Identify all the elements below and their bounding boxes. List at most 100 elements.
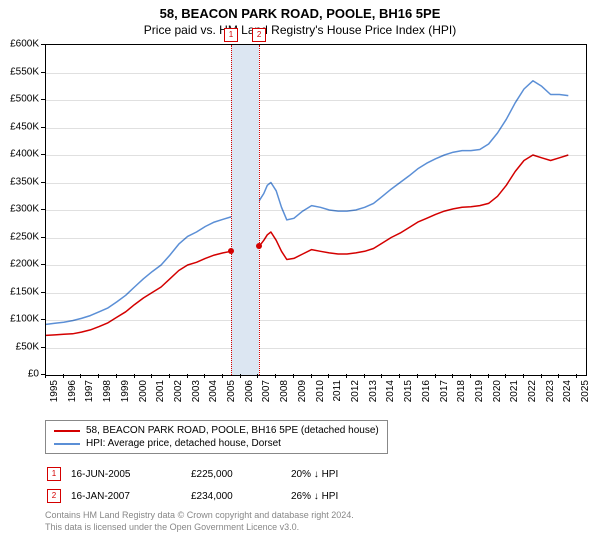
y-axis-label: £350K (0, 176, 39, 187)
footer-line-1: Contains HM Land Registry data © Crown c… (45, 510, 354, 522)
tick-x (470, 374, 471, 378)
sale-idx-badge: 2 (47, 489, 61, 503)
tick-x (346, 374, 347, 378)
tick-x (523, 374, 524, 378)
x-axis-label: 2025 (580, 380, 591, 402)
tick-x (399, 374, 400, 378)
sale-idx-cell: 2 (47, 486, 69, 506)
x-axis-label: 2003 (191, 380, 202, 402)
y-axis-label: £50K (0, 341, 39, 352)
legend-swatch (54, 430, 80, 432)
x-axis-label: 2000 (138, 380, 149, 402)
gridline-y (46, 210, 586, 211)
gridline-y (46, 100, 586, 101)
chart-subtitle: Price paid vs. HM Land Registry's House … (0, 21, 600, 41)
y-axis-label: £300K (0, 204, 39, 215)
tick-y (41, 237, 45, 238)
x-axis-label: 2012 (350, 380, 361, 402)
footer-line-2: This data is licensed under the Open Gov… (45, 522, 354, 534)
sale-delta: 26% ↓ HPI (291, 486, 346, 506)
x-axis-label: 1996 (67, 380, 78, 402)
y-axis-label: £0 (0, 369, 39, 380)
tick-x (417, 374, 418, 378)
x-axis-label: 2024 (562, 380, 573, 402)
sale-point-dot (256, 243, 262, 249)
sale-delta: 20% ↓ HPI (291, 464, 346, 484)
legend-row: 58, BEACON PARK ROAD, POOLE, BH16 5PE (d… (54, 424, 379, 437)
tick-y (41, 99, 45, 100)
tick-x (98, 374, 99, 378)
tick-x (204, 374, 205, 378)
tick-x (381, 374, 382, 378)
chart-title: 58, BEACON PARK ROAD, POOLE, BH16 5PE (0, 0, 600, 21)
sale-marker-line (259, 45, 260, 375)
y-axis-label: £450K (0, 121, 39, 132)
x-axis-label: 2021 (509, 380, 520, 402)
x-axis-label: 2008 (279, 380, 290, 402)
x-axis-label: 2005 (226, 380, 237, 402)
tick-x (311, 374, 312, 378)
tick-x (134, 374, 135, 378)
tick-x (116, 374, 117, 378)
x-axis-label: 1995 (49, 380, 60, 402)
y-axis-label: £400K (0, 149, 39, 160)
gridline-y (46, 238, 586, 239)
tick-x (257, 374, 258, 378)
x-axis-label: 2009 (297, 380, 308, 402)
tick-x (45, 374, 46, 378)
x-axis-label: 2014 (385, 380, 396, 402)
tick-x (222, 374, 223, 378)
sales-table-row: 116-JUN-2005£225,00020% ↓ HPI (47, 464, 346, 484)
gridline-y (46, 265, 586, 266)
x-axis-label: 2006 (244, 380, 255, 402)
tick-x (63, 374, 64, 378)
y-axis-label: £100K (0, 314, 39, 325)
gridline-y (46, 128, 586, 129)
tick-x (488, 374, 489, 378)
x-axis-label: 2022 (527, 380, 538, 402)
y-axis-label: £250K (0, 231, 39, 242)
tick-x (187, 374, 188, 378)
sale-date: 16-JUN-2005 (71, 464, 189, 484)
sale-marker-badge: 2 (252, 28, 266, 42)
x-axis-label: 2019 (474, 380, 485, 402)
tick-x (275, 374, 276, 378)
tick-y (41, 182, 45, 183)
tick-y (41, 72, 45, 73)
tick-y (41, 209, 45, 210)
tick-x (576, 374, 577, 378)
tick-x (558, 374, 559, 378)
tick-y (41, 264, 45, 265)
legend: 58, BEACON PARK ROAD, POOLE, BH16 5PE (d… (45, 420, 388, 454)
tick-y (41, 127, 45, 128)
x-axis-label: 2004 (208, 380, 219, 402)
legend-row: HPI: Average price, detached house, Dors… (54, 437, 379, 450)
legend-label: HPI: Average price, detached house, Dors… (86, 438, 281, 449)
sale-idx-cell: 1 (47, 464, 69, 484)
tick-y (41, 347, 45, 348)
tick-x (505, 374, 506, 378)
tick-x (541, 374, 542, 378)
sales-band (231, 45, 259, 375)
x-axis-label: 2015 (403, 380, 414, 402)
sale-idx-badge: 1 (47, 467, 61, 481)
sale-point-dot (228, 248, 234, 254)
x-axis-label: 1997 (84, 380, 95, 402)
x-axis-label: 2001 (155, 380, 166, 402)
chart-plot-area (45, 44, 587, 376)
tick-x (293, 374, 294, 378)
sale-price: £234,000 (191, 486, 289, 506)
gridline-y (46, 73, 586, 74)
sale-marker-line (231, 45, 232, 375)
footer-attribution: Contains HM Land Registry data © Crown c… (45, 510, 354, 533)
x-axis-label: 2007 (261, 380, 272, 402)
tick-x (240, 374, 241, 378)
tick-x (364, 374, 365, 378)
tick-y (41, 292, 45, 293)
x-axis-label: 2023 (545, 380, 556, 402)
x-axis-label: 2011 (332, 380, 343, 402)
gridline-y (46, 183, 586, 184)
x-axis-label: 2016 (421, 380, 432, 402)
tick-x (328, 374, 329, 378)
tick-x (151, 374, 152, 378)
